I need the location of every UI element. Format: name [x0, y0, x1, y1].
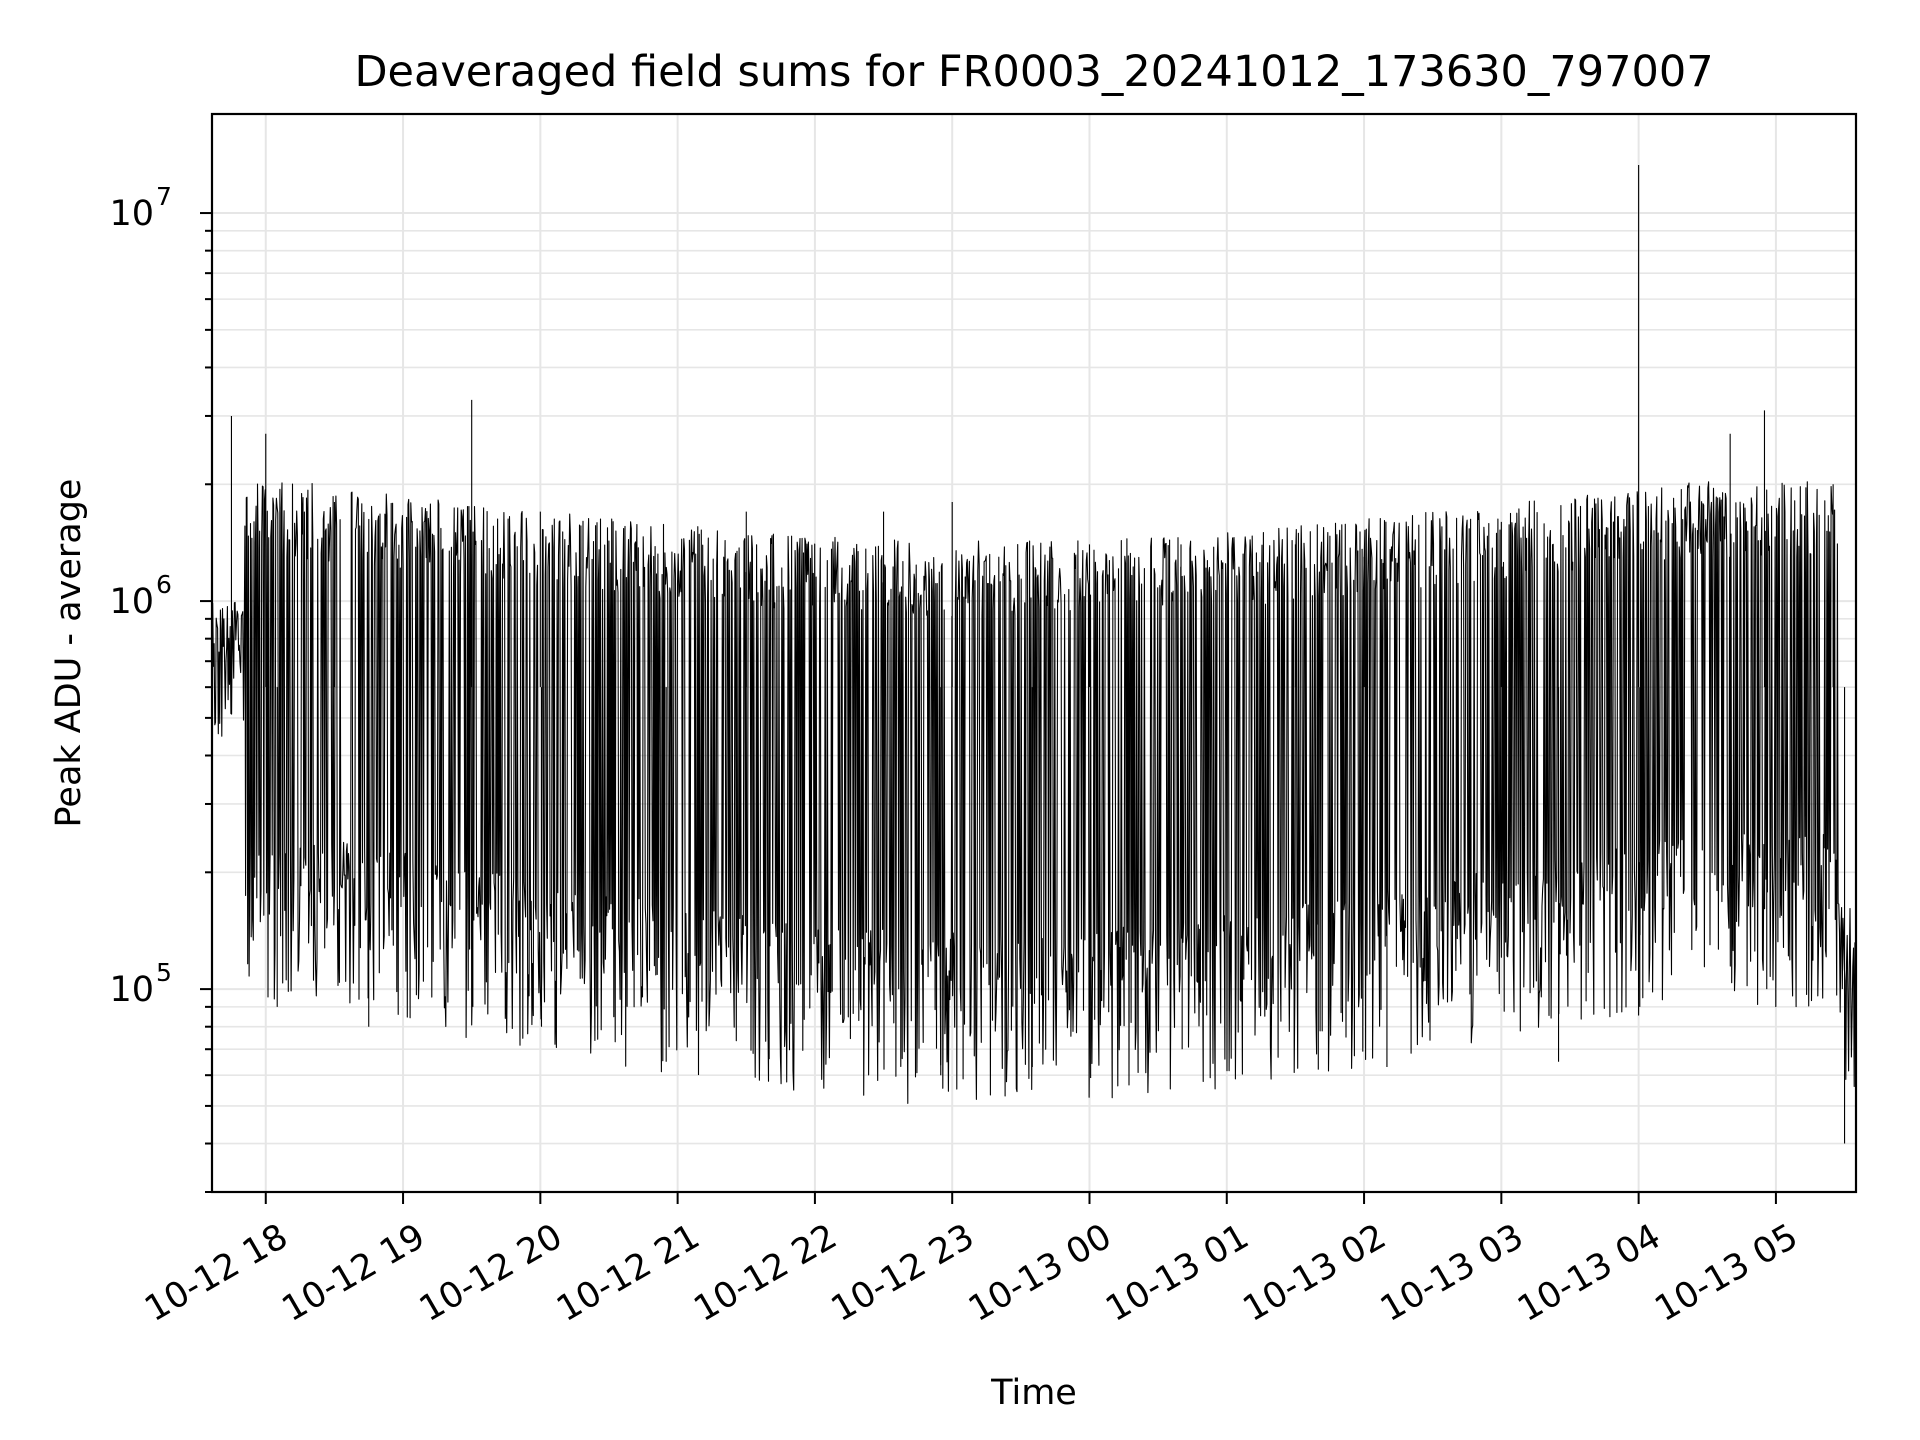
- plot-frame: [210, 112, 1858, 1194]
- series-line: [211, 481, 1857, 1104]
- y-tick-label-exponent: 6: [156, 570, 172, 599]
- y-tick-label: 10: [109, 582, 154, 622]
- y-tick-label-exponent: 5: [156, 958, 172, 987]
- y-tick-label-exponent: 7: [156, 182, 172, 211]
- x-axis-label: Time: [990, 1373, 1077, 1413]
- y-axis-label: Peak ADU - average: [49, 479, 89, 828]
- y-tick-label: 10: [109, 970, 154, 1010]
- chart-title: Deaveraged field sums for FR0003_2024101…: [354, 47, 1713, 97]
- y-tick-label: 10: [109, 194, 154, 234]
